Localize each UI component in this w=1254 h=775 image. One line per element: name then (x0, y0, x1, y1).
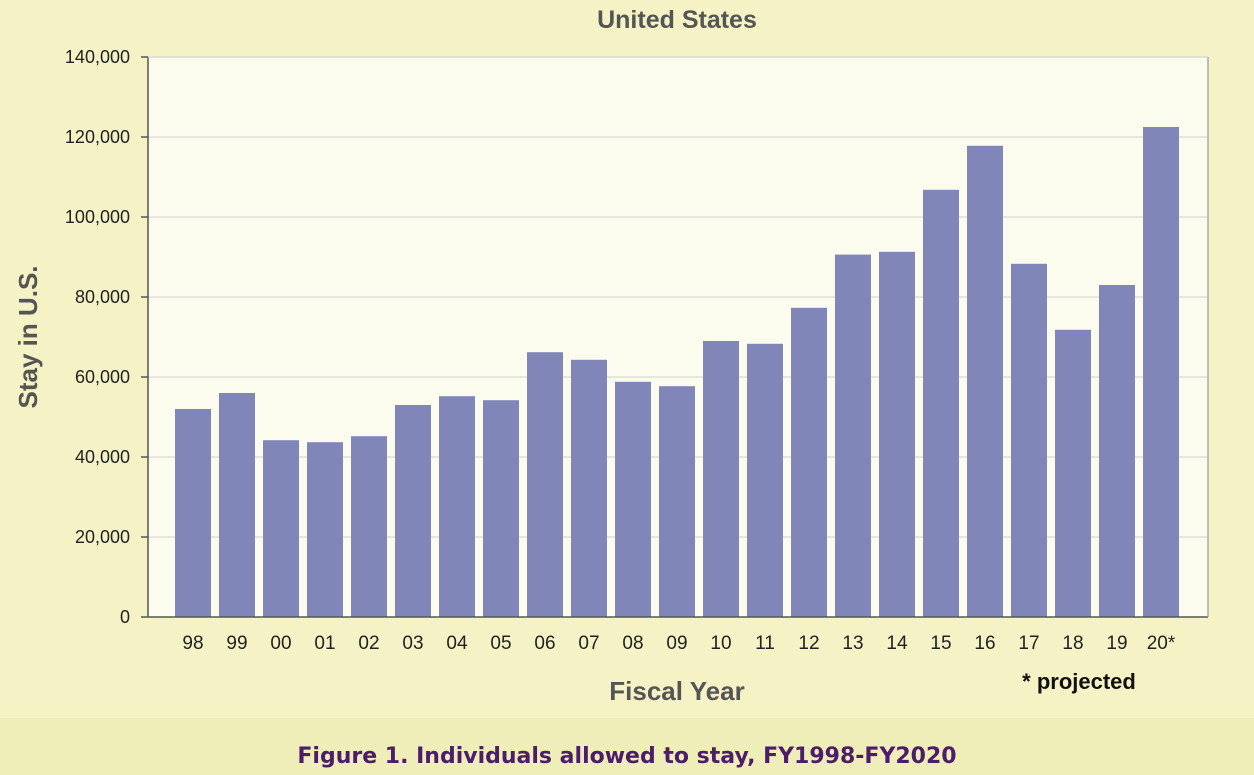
bar-08 (615, 381, 651, 617)
y-tick-label: 0 (120, 607, 130, 627)
y-tick-label: 40,000 (75, 447, 130, 467)
x-tick-label: 20* (1147, 633, 1176, 654)
bar-17 (1011, 263, 1047, 617)
x-tick-label: 11 (755, 633, 775, 654)
bar-05 (483, 400, 519, 617)
bar-00 (263, 440, 299, 617)
x-tick-label: 06 (534, 633, 555, 654)
bars (175, 127, 1179, 618)
x-tick-label: 99 (226, 633, 247, 654)
bar-10 (703, 341, 739, 617)
x-tick-label: 16 (974, 633, 995, 654)
x-tick-label: 05 (490, 633, 511, 654)
bar-15 (923, 189, 959, 618)
y-tick-label: 20,000 (75, 527, 130, 547)
y-tick-labels: 0 20,000 40,000 60,000 80,000 100,000 120,000 1… (65, 47, 130, 627)
figure-caption: Figure 1. Individuals allowed to stay, F… (297, 744, 957, 769)
bar-18 (1055, 329, 1091, 617)
x-axis-label: Fiscal Year (609, 676, 744, 706)
y-tick-label: 100,000 (65, 207, 130, 227)
x-tick-label: 10 (710, 633, 731, 654)
bar-07 (571, 359, 607, 617)
x-tick-label: 01 (314, 633, 335, 654)
x-tick-label: 12 (798, 633, 819, 654)
bar-20* (1143, 127, 1179, 617)
x-tick-label: 04 (446, 633, 468, 654)
x-tick-label: 15 (930, 633, 951, 654)
x-tick-labels: 98 99 00 01 02 03 04 05 06 07 08 09 10 11 12 13 14 15 16 17… (182, 633, 1175, 654)
bar-chart: 0 20,000 40,000 60,000 80,000 100,000 120,000 1… (13, 6, 1209, 706)
bar-06 (527, 352, 563, 617)
x-tick-label: 09 (666, 633, 687, 654)
axes (141, 56, 1209, 618)
bar-02 (351, 436, 387, 617)
y-tick-label: 60,000 (75, 367, 130, 387)
x-tick-label: 18 (1062, 633, 1083, 654)
bar-13 (835, 254, 871, 617)
x-tick-label: 98 (182, 633, 203, 654)
bar-98 (175, 409, 211, 617)
bar-99 (219, 393, 255, 617)
bar-09 (659, 386, 695, 617)
x-tick-label: 03 (402, 633, 423, 654)
bar-14 (879, 251, 915, 618)
x-tick-label: 07 (578, 633, 599, 654)
projected-footnote: * projected (1022, 669, 1136, 694)
bar-12 (791, 307, 827, 617)
caption-band (0, 718, 1254, 775)
bar-03 (395, 405, 431, 617)
x-tick-label: 13 (842, 633, 863, 654)
x-tick-label: 17 (1018, 633, 1039, 654)
y-tick-label: 80,000 (75, 287, 130, 307)
x-tick-label: 02 (358, 633, 379, 654)
bar-11 (747, 343, 783, 617)
x-tick-label: 19 (1106, 633, 1127, 654)
bar-01 (307, 442, 343, 617)
chart-title: United States (597, 6, 757, 34)
bar-04 (439, 396, 475, 617)
x-tick-label: 08 (622, 633, 643, 654)
x-tick-label: 00 (270, 633, 291, 654)
bar-16 (967, 145, 1003, 618)
y-tick-label: 120,000 (65, 127, 130, 147)
y-axis-label: Stay in U.S. (13, 265, 43, 408)
bar-19 (1099, 285, 1135, 617)
y-tick-label: 140,000 (65, 47, 130, 67)
x-tick-label: 14 (886, 633, 908, 654)
